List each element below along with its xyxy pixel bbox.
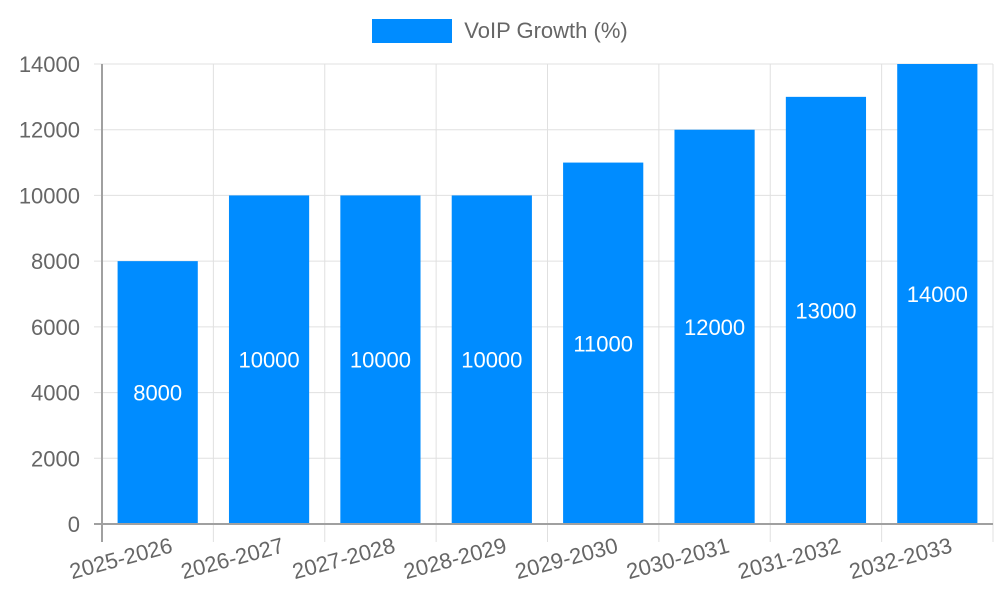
y-tick-label: 14000 (19, 52, 80, 77)
bar-value-label: 10000 (350, 348, 411, 373)
data-labels: 8000 10000 10000 10000 11000 12000 13000 14000 (133, 282, 968, 406)
x-tick-label: 2026-2027 (178, 533, 286, 584)
bar-value-label: 13000 (795, 298, 856, 323)
x-tick-label: 2030-2031 (624, 533, 732, 584)
bar[interactable] (897, 64, 978, 524)
y-tick-label: 12000 (19, 118, 80, 143)
y-axis-ticks: 0 2000 4000 6000 8000 10000 12000 14000 (19, 52, 80, 537)
y-tick-label: 4000 (31, 381, 80, 406)
y-tick-label: 8000 (31, 249, 80, 274)
x-axis-ticks: 2025-2026 2026-2027 2027-2028 2028-2029 2029… (67, 533, 955, 584)
x-tick-label: 2029-2030 (512, 533, 620, 584)
legend-label: VoIP Growth (%) (464, 18, 628, 43)
bar-value-label: 11000 (573, 331, 633, 356)
bar[interactable] (451, 195, 532, 524)
y-tick-label: 2000 (31, 446, 80, 471)
bar[interactable] (228, 195, 310, 524)
bar-value-label: 10000 (238, 348, 299, 373)
bar[interactable] (340, 195, 421, 524)
legend-swatch[interactable] (372, 19, 453, 43)
y-tick-label: 0 (68, 512, 80, 537)
x-tick-label: 2032-2033 (847, 533, 955, 584)
x-tick-label: 2028-2029 (401, 533, 509, 584)
bar-value-label: 8000 (133, 381, 182, 406)
bar-value-label: 10000 (461, 348, 522, 373)
chart-legend: VoIP Growth (%) (0, 18, 1000, 44)
y-tick-label: 10000 (19, 183, 80, 208)
bar-value-label: 14000 (907, 282, 968, 307)
bar[interactable] (117, 261, 198, 524)
bars (117, 64, 978, 525)
x-tick-label: 2031-2032 (735, 533, 843, 584)
bar[interactable] (563, 162, 644, 525)
axes (94, 64, 993, 542)
x-tick-label: 2027-2028 (290, 533, 398, 584)
x-tick-label: 2025-2026 (67, 533, 175, 584)
bar[interactable] (674, 129, 755, 524)
bar-value-label: 12000 (684, 315, 745, 340)
bar[interactable] (785, 96, 867, 524)
y-tick-label: 6000 (31, 315, 80, 340)
